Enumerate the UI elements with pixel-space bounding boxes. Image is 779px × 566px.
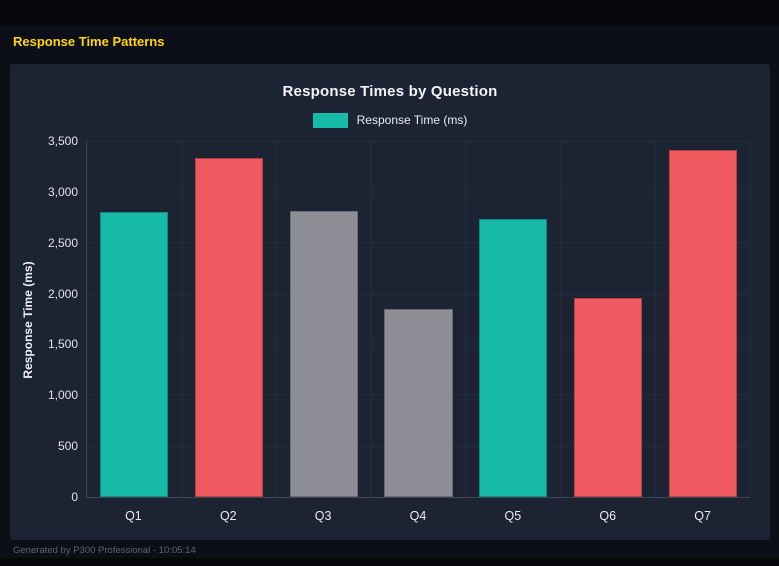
gridline-horizontal [87,140,750,142]
bar-q7[interactable] [668,150,737,497]
bar-q1[interactable] [100,212,169,497]
chart-body: Response Time (ms) 0 500 1,000 1,500 2,000 2,… [10,128,770,523]
y-tick-label: 500 [57,439,78,454]
x-tick-label: Q2 [219,509,237,523]
top-strip [0,0,779,26]
y-tick-label: 1,000 [47,388,78,403]
gridline-vertical [465,141,467,497]
gridline-horizontal [87,293,750,295]
bar-q4[interactable] [384,309,453,497]
gridline-vertical [749,141,751,497]
x-tick-label: Q4 [409,509,427,523]
x-tick-label: Q3 [314,509,332,523]
x-tick-label: Q7 [694,509,711,523]
gridline-horizontal [87,191,750,193]
x-tick-label: Q5 [504,509,522,523]
y-tick-label: 3,500 [47,134,78,148]
legend-swatch-icon [312,112,348,128]
gridline-vertical [370,141,372,497]
gridline-vertical [560,141,562,497]
x-tick-label: Q6 [599,509,617,523]
gridline-vertical [654,141,656,497]
bar-q3[interactable] [289,211,358,497]
footer-text: Generated by P300 Professional - 10:05:1… [13,545,196,556]
gridline-vertical [181,141,183,497]
y-tick-label: 2,500 [47,235,78,250]
chart-panel: Response Times by Question Response Time… [10,64,770,540]
x-tick-label: Q1 [125,509,142,523]
chart-title: Response Times by Question [282,83,498,100]
bar-q5[interactable] [479,218,548,497]
y-tick-label: 1,500 [47,337,78,352]
y-tick-label: 0 [71,490,78,504]
bar-q2[interactable] [194,158,264,497]
y-axis-title: Response Time (ms) [16,141,40,498]
bottom-strip [0,558,779,566]
bar-q6[interactable] [573,297,643,497]
page-title: Response Time Patterns [13,34,165,49]
gridline-horizontal [87,242,750,244]
plot-wrap: 0 500 1,000 1,500 2,000 2,500 3,000 3,500 Q1 Q2 Q… [40,134,751,523]
gridline-vertical [275,141,277,497]
y-axis-title-text: Response Time (ms) [21,260,35,379]
plot-area: 0 500 1,000 1,500 2,000 2,500 3,000 3,500 [48,134,751,504]
chart-legend[interactable]: Response Time (ms) [10,112,770,128]
x-axis-labels: Q1 Q2 Q3 Q4 Q5 Q6 Q7 [86,498,750,523]
y-tick-label: 2,000 [47,286,78,301]
y-tick-label: 3,000 [47,184,78,199]
legend-label: Response Time (ms) [356,113,468,127]
